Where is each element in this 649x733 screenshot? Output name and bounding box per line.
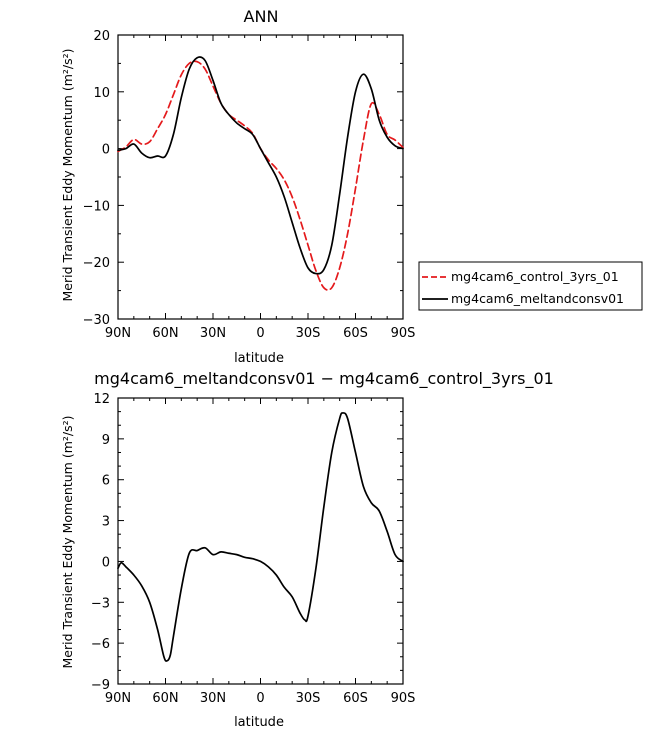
top-chart-xtick-label: 0 [256,326,264,341]
top-chart-ytick-label: −30 [83,313,110,328]
top-chart-series-line-mg4cam6_meltandconsv01 [117,56,404,275]
top-chart-plot: 90N 60N 30N 0 30S 60S 90S −30 −20 −10 0 10 20 [83,29,416,341]
bottom-chart-plot: 90N 60N 30N 0 30S 60S 90S −9 −6 −3 0 3 6 9 12 [91,392,416,706]
top-chart-xlabel: latitude [234,351,284,366]
bottom-chart-ytick-label: 12 [93,392,110,407]
legend-box [418,261,643,311]
bottom-chart-ytick-label: 0 [102,555,110,570]
top-chart-ylabel: Merid Transient Eddy Momentum (m²/s²) [60,49,75,302]
bottom-chart-xtick-label: 90S [391,691,416,706]
top-chart-ytick-label: −20 [83,256,110,271]
bottom-chart: mg4cam6_meltandconsv01 − mg4cam6_control… [60,369,554,730]
top-chart-ytick-label: 0 [102,143,110,158]
top-chart-xtick-label: 30S [296,326,321,341]
bottom-chart-xtick-label: 90N [105,691,131,706]
bottom-chart-xtick-label: 30S [296,691,321,706]
top-chart-xtick-label: 60N [152,326,178,341]
top-chart-title: ANN [244,7,279,26]
top-chart-xtick-label: 30N [200,326,226,341]
bottom-chart-ytick-label: 3 [102,515,110,530]
top-chart: ANN Merid Transient Eddy Momentum (m²/s²… [60,7,643,366]
top-chart-xtick-label: 90S [391,326,416,341]
top-chart-xtick-label: 90N [105,326,131,341]
bottom-chart-xtick-label: 60S [343,691,368,706]
bottom-chart-xtick-label: 30N [200,691,226,706]
top-chart-ytick-label: 20 [93,29,110,44]
top-chart-series-line-mg4cam6_control_3yrs_01 [117,60,404,291]
bottom-chart-ytick-label: 9 [102,433,110,448]
top-chart-ytick-label: 10 [93,86,110,101]
bottom-chart-xlabel: latitude [234,715,284,730]
bottom-chart-ylabel: Merid Transient Eddy Momentum (m²/s²) [60,416,75,669]
top-chart-ytick-label: −10 [83,199,110,214]
bottom-chart-xtick-label: 60N [152,691,178,706]
legend-label-control: mg4cam6_control_3yrs_01 [451,269,619,284]
top-chart-xtick-label: 60S [343,326,368,341]
bottom-chart-xtick-label: 0 [256,691,264,706]
bottom-chart-ytick-label: −3 [91,596,110,611]
bottom-chart-ytick-label: −9 [91,678,110,693]
bottom-chart-series-line-series-0 [117,412,404,662]
legend-label-meltandconsv: mg4cam6_meltandconsv01 [451,291,624,306]
top-chart-legend: mg4cam6_control_3yrs_01 mg4cam6_meltandc… [418,261,643,311]
bottom-chart-ytick-label: 6 [102,474,110,489]
bottom-chart-title: mg4cam6_meltandconsv01 − mg4cam6_control… [94,369,554,389]
bottom-chart-ytick-label: −6 [91,637,110,652]
